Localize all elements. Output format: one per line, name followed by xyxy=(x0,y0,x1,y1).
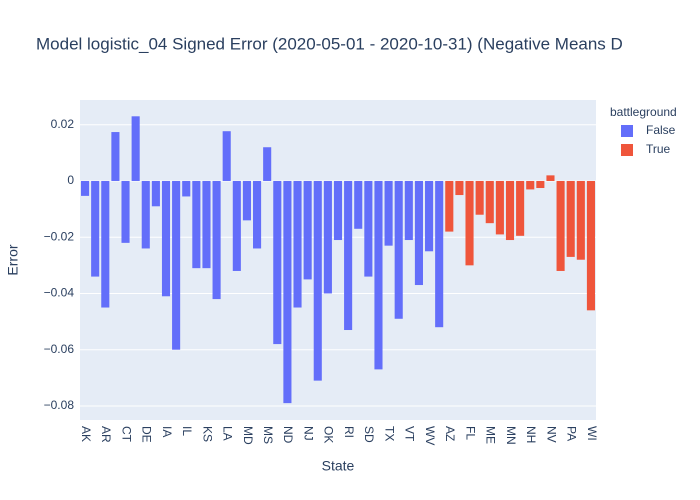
bar xyxy=(141,180,150,249)
bar xyxy=(161,180,171,297)
bar xyxy=(131,116,140,181)
bar xyxy=(182,180,191,197)
y-axis-label: Error xyxy=(5,244,21,275)
bar xyxy=(404,180,413,241)
bar xyxy=(303,180,312,280)
bar xyxy=(445,180,454,232)
bar xyxy=(263,147,272,181)
y-tick-label: 0 xyxy=(67,173,74,187)
bar xyxy=(111,132,120,181)
x-tick-label: AR xyxy=(99,426,113,443)
bar xyxy=(81,180,90,196)
bar xyxy=(192,180,201,269)
x-tick-label: TX xyxy=(382,426,396,441)
bar xyxy=(344,180,353,331)
bar xyxy=(495,180,504,235)
bar xyxy=(384,180,393,246)
bar xyxy=(323,180,332,294)
bar xyxy=(566,180,575,257)
bar xyxy=(172,180,181,350)
bar xyxy=(505,180,515,241)
x-tick-label: AZ xyxy=(443,426,457,441)
bar xyxy=(202,180,211,269)
x-tick-label: VT xyxy=(403,426,417,442)
y-tick-label: −0.06 xyxy=(44,342,75,356)
x-tick-label: SD xyxy=(362,426,376,443)
x-tick-label: IA xyxy=(160,426,174,437)
x-tick-label: DE xyxy=(140,426,154,443)
bar xyxy=(293,180,302,308)
bar xyxy=(101,180,110,308)
x-tick-label: MD xyxy=(241,426,255,445)
bar xyxy=(283,180,292,404)
bar xyxy=(475,180,484,215)
y-tick-label: −0.04 xyxy=(44,286,75,300)
x-tick-label: KS xyxy=(200,426,214,442)
x-tick-label: WV xyxy=(423,426,437,445)
x-tick-label: LA xyxy=(221,426,235,441)
x-tick-label: OK xyxy=(322,426,336,443)
x-tick-label: ME xyxy=(484,426,498,444)
bar xyxy=(242,180,251,221)
x-tick-label: PA xyxy=(565,426,579,441)
bar xyxy=(151,180,160,207)
bar xyxy=(394,180,403,319)
bar xyxy=(232,180,241,271)
x-tick-label: AK xyxy=(79,426,93,442)
y-tick-label: 0.02 xyxy=(51,117,75,131)
x-tick-label: IL xyxy=(180,426,194,436)
bar xyxy=(333,180,343,241)
x-tick-label: MS xyxy=(261,426,275,444)
bar xyxy=(273,180,282,345)
bar xyxy=(364,180,373,277)
bar xyxy=(222,131,231,181)
x-tick-label: NV xyxy=(544,426,558,443)
bar xyxy=(414,180,423,286)
x-tick-label: RI xyxy=(342,426,356,438)
x-tick-label: ND xyxy=(281,426,295,444)
bar xyxy=(253,180,262,249)
bar xyxy=(425,180,434,252)
bar xyxy=(526,180,535,190)
bar xyxy=(576,180,585,260)
x-axis-label: State xyxy=(322,458,355,474)
x-tick-label: FL xyxy=(463,426,477,440)
bar xyxy=(313,180,322,381)
bar xyxy=(435,180,444,328)
chart-title: Model logistic_04 Signed Error (2020-05-… xyxy=(36,34,623,53)
legend-label: True xyxy=(646,142,671,156)
bar xyxy=(121,180,130,243)
x-tick-label: CT xyxy=(119,426,133,443)
bar xyxy=(536,180,545,189)
y-tick-label: −0.08 xyxy=(44,398,75,412)
plot-area xyxy=(80,100,596,420)
legend-swatch xyxy=(621,125,633,137)
bar xyxy=(212,180,221,300)
x-tick-label: MN xyxy=(504,426,518,445)
y-tick-label: −0.02 xyxy=(44,229,75,243)
x-tick-label: WI xyxy=(585,426,599,441)
bar xyxy=(485,180,494,224)
bar xyxy=(546,175,555,181)
bar xyxy=(455,180,464,196)
legend-swatch xyxy=(621,144,633,156)
bar xyxy=(374,180,383,370)
bar xyxy=(354,180,363,229)
x-tick-label: NJ xyxy=(301,426,315,441)
legend-title: battleground xyxy=(610,105,677,119)
bar xyxy=(516,180,525,236)
bar xyxy=(556,180,565,271)
x-tick-label: NH xyxy=(524,426,538,443)
bar xyxy=(465,180,474,266)
legend-label: False xyxy=(646,123,676,137)
bar xyxy=(586,180,595,311)
bar xyxy=(91,180,100,277)
